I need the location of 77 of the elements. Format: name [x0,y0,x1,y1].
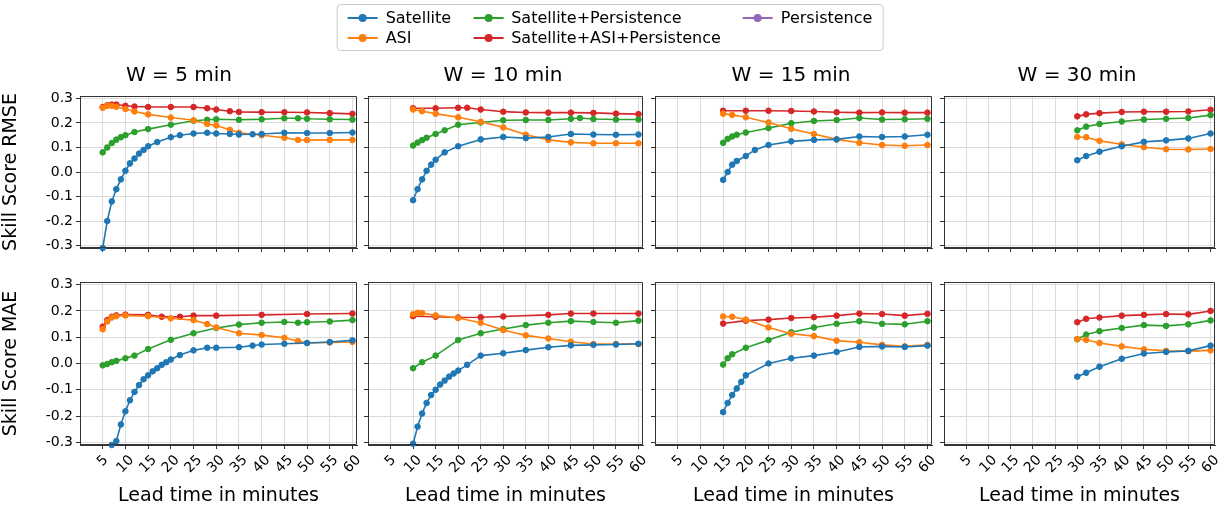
y-tick-label: 0.1 [50,327,73,344]
x-tick-label: 10 [112,451,137,476]
x-tick-label: 55 [1175,451,1200,476]
x-tick-label: 30 [1064,451,1089,476]
x-tick-label: 55 [316,451,341,476]
x-tick-label: 60 [625,451,650,476]
x-tick-label: 20 [445,451,470,476]
x-tick-label: 45 [557,451,582,476]
y-axis-title: Skill Score MAE [0,290,21,437]
x-axis-title: Lead time in minutes [118,482,319,505]
x-tick-label: 10 [400,451,425,476]
x-tick-label: 15 [710,451,735,476]
x-tick-label: 15 [422,451,447,476]
x-tick-label: 20 [1019,451,1044,476]
x-tick-label: 25 [467,451,492,476]
y-tick-label: 0.0 [50,162,73,179]
x-tick-label: 35 [1086,451,1111,476]
x-tick-label: 15 [135,451,160,476]
x-axis-title: Lead time in minutes [979,482,1180,505]
x-tick-label: 5 [667,451,686,469]
legend-label: Satellite+Persistence [511,8,682,27]
x-tick-label: 40 [1108,451,1133,476]
x-tick-label: 25 [755,451,780,476]
x-tick-label: 5 [92,451,111,469]
x-tick-label: 35 [512,451,537,476]
x-tick-label: 45 [271,451,296,476]
y-tick-label: 0.1 [50,138,73,155]
x-tick-label: 5 [956,451,975,469]
x-tick-label: 35 [226,451,250,476]
y-tick-label: -0.3 [45,433,73,450]
x-tick-label: 50 [580,451,605,476]
x-tick-label: 25 [1042,451,1067,476]
x-tick-label: 45 [1131,451,1155,476]
x-tick-label: 30 [203,451,228,476]
y-tick-label: -0.2 [45,406,73,423]
y-tick-label: -0.1 [45,187,73,204]
y-tick-label: -0.2 [45,211,73,228]
x-tick-label: 60 [339,451,364,476]
x-tick-label: 45 [846,451,871,476]
y-axis-title: Skill Score RMSE [0,93,21,251]
y-tick-label: 0.2 [50,113,73,130]
legend-label: ASI [385,28,412,47]
chart-title: W = 10 min [443,62,563,87]
x-tick-label: 60 [914,451,939,476]
x-tick-label: 20 [157,451,182,476]
x-tick-label: 50 [869,451,894,476]
x-axis-title: Lead time in minutes [693,482,894,505]
y-tick-label: -0.3 [45,236,73,253]
legend-label: Persistence [780,8,873,27]
x-tick-label: 55 [603,451,627,476]
chart-title: W = 30 min [1017,62,1137,87]
y-tick-label: -0.1 [45,380,73,397]
x-tick-label: 40 [535,451,560,476]
x-tick-label: 40 [823,451,848,476]
x-tick-label: 55 [891,451,916,476]
chart-title: W = 15 min [731,62,851,87]
x-tick-label: 10 [975,451,1000,476]
x-tick-label: 25 [180,451,205,476]
legend-label: Satellite [385,8,452,27]
x-tick-label: 40 [248,451,273,476]
chart-title: W = 5 min [125,62,233,87]
x-tick-label: 20 [732,451,757,476]
y-tick-label: 0.3 [50,89,73,106]
x-tick-label: 50 [294,451,319,476]
y-tick-label: 0.3 [50,275,73,292]
x-tick-label: 15 [997,451,1022,476]
x-tick-label: 35 [801,451,825,476]
x-tick-label: 5 [380,451,399,469]
x-tick-label: 10 [687,451,712,476]
legend-label: Satellite+ASI+Persistence [511,28,721,47]
y-tick-label: 0.2 [50,301,73,318]
x-axis-title: Lead time in minutes [405,482,606,505]
y-tick-label: 0.0 [50,354,73,371]
x-tick-label: 30 [490,451,515,476]
x-tick-label: 30 [778,451,803,476]
x-tick-label: 60 [1197,451,1220,476]
x-tick-label: 50 [1153,451,1178,476]
